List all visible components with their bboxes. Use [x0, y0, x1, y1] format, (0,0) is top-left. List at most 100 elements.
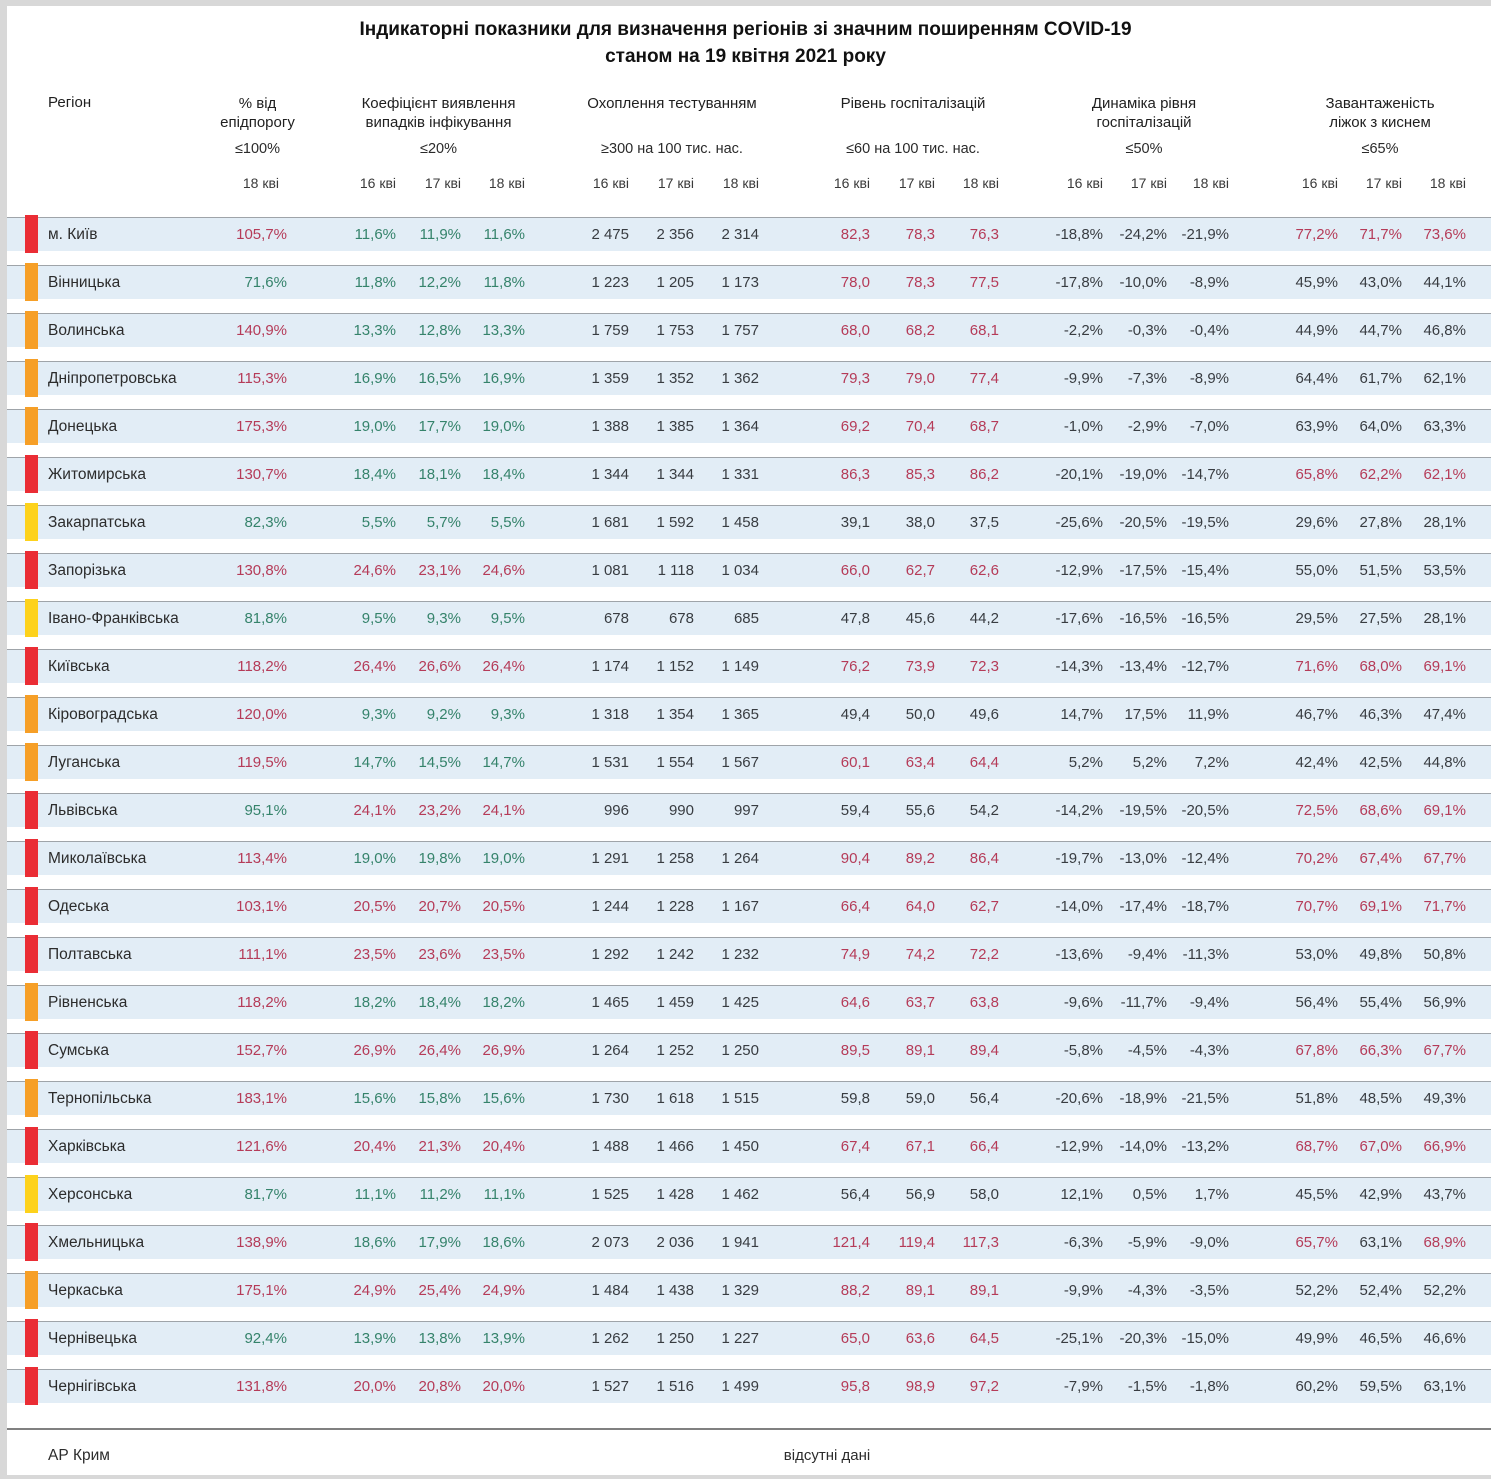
value-cell: 26,4%	[482, 658, 525, 675]
value-cell: 19,0%	[353, 418, 396, 435]
value-cell: 11,9%	[1187, 706, 1229, 723]
region-name: Чернігівська	[48, 1377, 137, 1395]
value-cell: 44,1%	[1423, 274, 1466, 291]
region-name: Полтавська	[48, 945, 132, 963]
value-cell: 1 081	[591, 562, 629, 579]
value-cell: 1 264	[591, 1042, 629, 1059]
value-cell: 63,4	[905, 754, 935, 771]
value-cell: 49,3%	[1423, 1090, 1466, 1107]
value-cell: -11,3%	[1182, 946, 1229, 963]
value-cell: 62,6	[969, 562, 999, 579]
date-header: 17 кві	[424, 175, 461, 191]
value-cell: 9,3%	[490, 706, 525, 723]
value-cell: -15,0%	[1181, 1330, 1229, 1347]
value-cell: -17,5%	[1119, 562, 1167, 579]
value-cell: 71,7%	[1423, 898, 1466, 915]
value-cell: 45,6	[905, 610, 935, 627]
value-cell: -14,7%	[1181, 466, 1229, 483]
table-row: Івано-Франківська 81,8% 9,5% 9,3% 9,5% 678 678…	[0, 599, 1491, 637]
value-cell: 12,2%	[418, 274, 461, 291]
value-cell: 76,2	[840, 658, 870, 675]
date-header: 16 кві	[1301, 175, 1338, 191]
value-cell: 9,5%	[361, 610, 396, 627]
region-name: Запорізька	[48, 561, 126, 579]
value-cell: -15,4%	[1181, 562, 1229, 579]
value-cell: 43,0%	[1359, 274, 1402, 291]
value-cell: 1 515	[721, 1090, 759, 1107]
value-cell: 13,9%	[482, 1330, 525, 1347]
value-cell: 52,2%	[1423, 1282, 1466, 1299]
value-cell: 66,4	[969, 1138, 999, 1155]
value-cell: 46,7%	[1295, 706, 1338, 723]
value-cell: 1 227	[721, 1330, 759, 1347]
value-cell: -20,1%	[1055, 466, 1103, 483]
value-cell: -13,6%	[1055, 946, 1103, 963]
value-cell: 175,1%	[236, 1282, 287, 1299]
value-cell: -19,5%	[1119, 802, 1167, 819]
value-cell: 78,3	[905, 274, 935, 291]
value-cell: 26,9%	[353, 1042, 396, 1059]
value-cell: 118,2%	[237, 994, 287, 1011]
value-cell: 1 262	[591, 1330, 629, 1347]
value-cell: 81,8%	[244, 610, 287, 627]
no-data-row: м. Севастопольвідсутні дані	[0, 1471, 1491, 1479]
value-cell: 70,2%	[1295, 850, 1338, 867]
value-cell: 67,4	[840, 1138, 870, 1155]
value-cell: 56,4	[840, 1186, 870, 1203]
value-cell: 103,1%	[236, 898, 287, 915]
value-cell: -5,8%	[1063, 1042, 1103, 1059]
region-name: Волинська	[48, 321, 125, 339]
value-cell: -2,2%	[1063, 322, 1103, 339]
value-cell: 62,1%	[1423, 466, 1466, 483]
value-cell: 1 466	[656, 1138, 694, 1155]
value-cell: 51,8%	[1295, 1090, 1338, 1107]
value-cell: 59,5%	[1359, 1378, 1402, 1395]
value-cell: 55,0%	[1295, 562, 1338, 579]
value-cell: 68,9%	[1423, 1234, 1466, 1251]
value-cell: 89,4	[969, 1042, 999, 1059]
value-cell: 39,1	[840, 514, 870, 531]
value-cell: -25,6%	[1055, 514, 1103, 531]
value-cell: 1 359	[591, 370, 629, 387]
value-cell: 68,2	[905, 322, 935, 339]
value-cell: 152,7%	[236, 1042, 287, 1059]
value-cell: 62,2%	[1359, 466, 1402, 483]
value-cell: 105,7%	[236, 226, 287, 243]
value-cell: -13,4%	[1119, 658, 1167, 675]
value-cell: 50,8%	[1423, 946, 1466, 963]
value-cell: 2 073	[591, 1234, 629, 1251]
value-cell: 1 223	[591, 274, 629, 291]
risk-marker-red	[25, 887, 38, 925]
value-cell: 1 174	[591, 658, 629, 675]
value-cell: 1 450	[721, 1138, 759, 1155]
value-cell: 50,0	[905, 706, 935, 723]
region-name: Харківська	[48, 1137, 126, 1155]
value-cell: -18,9%	[1119, 1090, 1167, 1107]
risk-marker-red	[25, 1223, 38, 1261]
value-cell: 130,7%	[236, 466, 287, 483]
value-cell: 2 356	[656, 226, 694, 243]
value-cell: 2 314	[721, 226, 759, 243]
value-cell: 996	[603, 802, 629, 819]
value-cell: 78,0	[840, 274, 870, 291]
value-cell: 1 730	[591, 1090, 629, 1107]
value-cell: 53,0%	[1295, 946, 1338, 963]
value-cell: 175,3%	[236, 418, 287, 435]
value-cell: -7,3%	[1127, 370, 1167, 387]
value-cell: 121,6%	[236, 1138, 287, 1155]
risk-marker-orange	[25, 1079, 38, 1117]
table-row: Запорізька 130,8% 24,6% 23,1% 24,6% 1 081 1 11…	[0, 551, 1491, 589]
date-header: 18 кві	[1192, 175, 1229, 191]
value-cell: 19,8%	[418, 850, 461, 867]
risk-marker-orange	[25, 983, 38, 1021]
value-cell: 69,1%	[1359, 898, 1402, 915]
column-group-testing-coverage: Охоплення тестуванням ≥300 на 100 тис. н…	[568, 94, 776, 157]
value-cell: 678	[668, 610, 694, 627]
risk-marker-orange	[25, 1271, 38, 1309]
value-cell: -19,7%	[1055, 850, 1103, 867]
value-cell: 26,6%	[418, 658, 461, 675]
value-cell: -14,0%	[1055, 898, 1103, 915]
value-cell: -1,8%	[1189, 1378, 1229, 1395]
value-cell: 1 465	[591, 994, 629, 1011]
value-cell: 77,2%	[1295, 226, 1338, 243]
